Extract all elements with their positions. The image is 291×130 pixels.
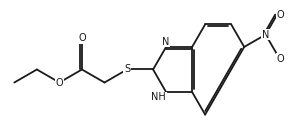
Text: O: O [277, 10, 284, 20]
Text: N: N [262, 30, 269, 40]
Text: NH: NH [151, 92, 166, 102]
Text: N: N [162, 37, 170, 47]
Text: O: O [277, 54, 284, 64]
Text: S: S [124, 64, 130, 74]
Text: O: O [56, 77, 63, 87]
Text: O: O [78, 33, 86, 43]
